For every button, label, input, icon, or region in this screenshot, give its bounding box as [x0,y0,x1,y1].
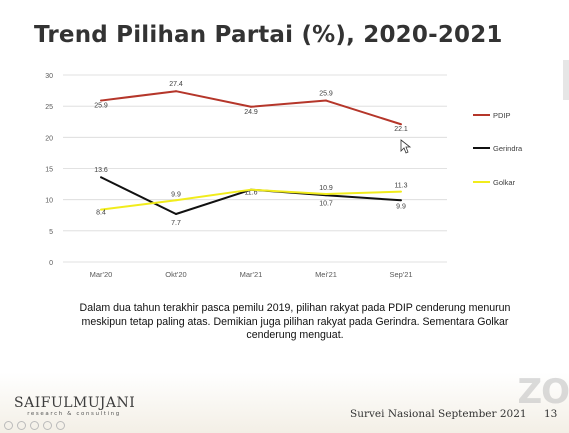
logo-tagline: research & consulting [27,411,121,417]
data-label: 24.9 [244,109,258,116]
data-label: 9.9 [396,203,406,210]
data-point [100,99,102,102]
x-tick-label: Sep'21 [389,270,412,279]
logo-name: SAIFULMUJANI [14,395,136,411]
data-point [100,208,102,211]
data-point [175,199,177,202]
data-point [175,90,177,93]
company-logo: SAIFULMUJANI research & consulting [14,395,136,417]
data-label: 25.9 [94,103,108,110]
zoom-watermark-logo: ZO [517,372,569,412]
data-point [325,99,327,102]
y-tick-label: 25 [45,104,53,111]
x-tick-label: Okt'20 [165,270,186,279]
data-label: 13.6 [94,167,108,174]
data-point [250,188,252,191]
y-tick-label: 30 [45,73,53,80]
legend-label: Golkar [493,178,516,187]
slide-title: Trend Pilihan Partai (%), 2020-2021 [34,22,503,48]
y-tick-label: 0 [49,260,53,267]
x-tick-label: Mar'20 [90,270,113,279]
window-edge [563,60,569,100]
page-number: 13 [543,408,558,420]
data-label: 22.1 [394,126,408,133]
zoom-icon[interactable] [43,421,52,430]
next-slide-icon[interactable] [17,421,26,430]
data-label: 10.7 [319,200,333,207]
data-label: 8.4 [96,210,106,217]
y-tick-label: 5 [49,229,53,236]
data-label: 25.9 [319,91,333,98]
x-tick-label: Mei'21 [315,270,337,279]
footer-text: Survei Nasional September 2021 [350,408,527,420]
data-point [250,105,252,108]
prev-slide-icon[interactable] [4,421,13,430]
data-label: 11.3 [394,183,407,190]
data-label: 10.9 [319,185,333,192]
x-tick-label: Mar'21 [240,270,263,279]
data-label: 11.6 [244,190,257,197]
data-point [400,123,402,126]
pen-icon[interactable] [30,421,39,430]
y-tick-label: 20 [45,135,53,142]
data-point [100,176,102,179]
y-tick-label: 10 [45,198,53,205]
line-chart: 0 5 10 15 20 25 30 Mar'20 Okt'20 Mar'21 Mei'21 Sep'… [45,73,523,279]
data-point [400,190,402,193]
data-label: 7.7 [171,220,181,227]
data-label: 9.9 [171,191,181,198]
y-tick-label: 15 [45,167,53,174]
data-point [325,193,327,196]
data-point [175,213,177,216]
legend-label: PDIP [493,111,511,120]
menu-icon[interactable] [56,421,65,430]
presentation-controls[interactable] [4,421,65,431]
data-label: 27.4 [169,81,183,88]
data-point [400,199,402,202]
legend-label: Gerindra [493,144,523,153]
mouse-cursor-icon [400,139,412,154]
slide-footer: Survei Nasional September 2021 13 [350,408,557,420]
chart-caption: Dalam dua tahun terakhir pasca pemilu 20… [79,302,511,341]
